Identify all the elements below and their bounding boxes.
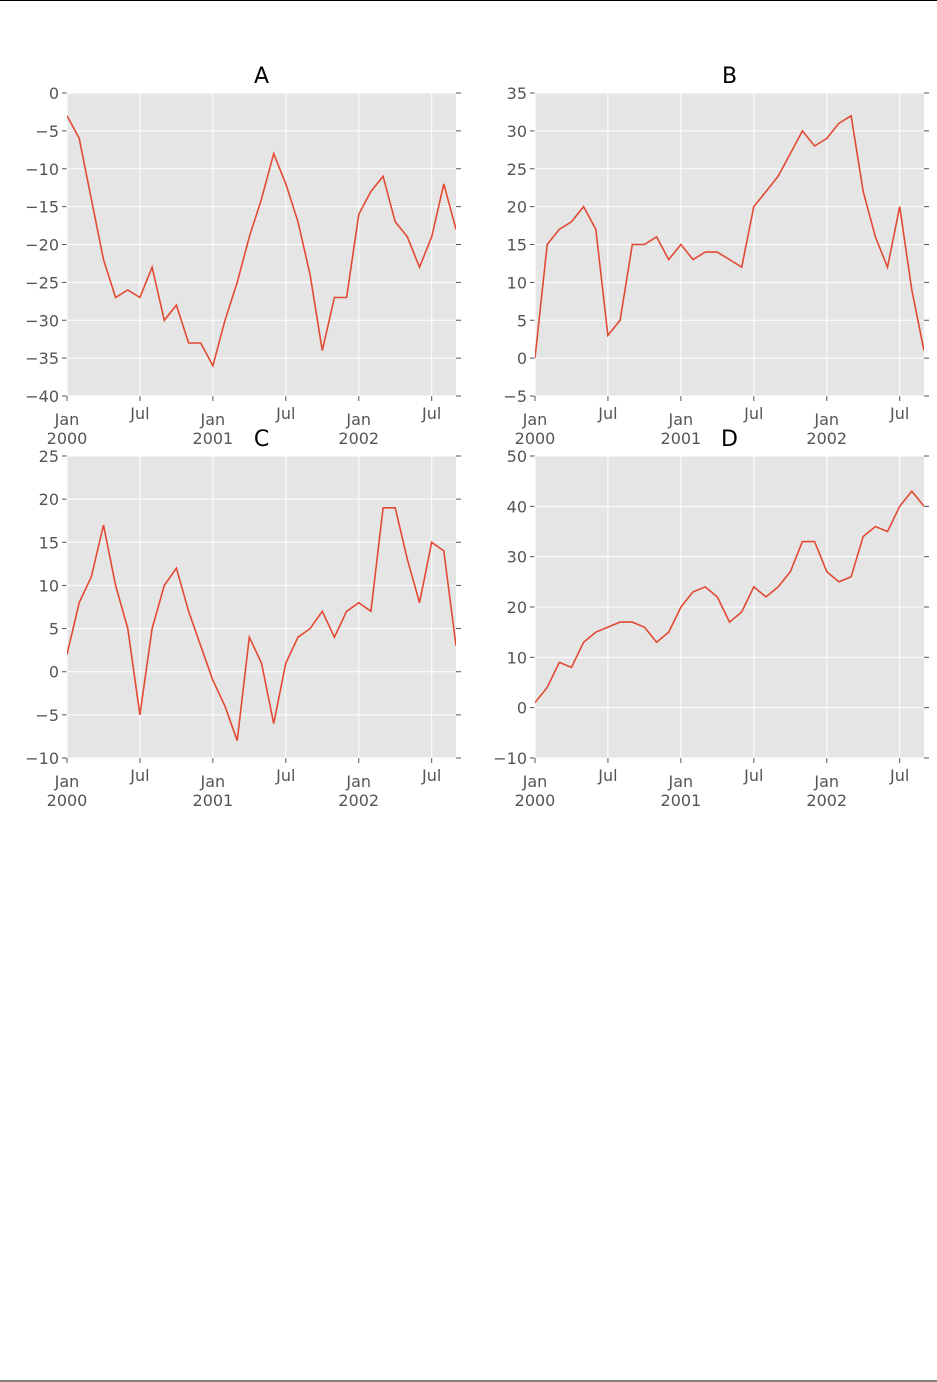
x-tick-label: Jan 2000 [515,772,556,810]
x-tick-label: Jan 2001 [661,772,702,810]
data-line [535,114,924,359]
y-tick-label: −15 [25,198,59,217]
x-tick-label: Jul [275,766,295,785]
y-tick-label: 10 [507,273,527,292]
y-tick-label: −30 [25,311,59,330]
y-tick-label: 25 [39,447,59,466]
y-tick-label: 30 [507,548,527,567]
x-tick-label: Jan 2001 [661,410,702,448]
y-tick-label: 20 [507,198,527,217]
x-tick-label: Jul [129,766,149,785]
y-tick-label: 15 [39,533,59,552]
chart-title: B [722,64,737,89]
y-tick-label: 20 [507,598,527,617]
plot-area [67,115,456,368]
plot-area [535,489,924,704]
y-tick-label: −10 [493,749,527,768]
x-tick-label: Jul [889,404,909,423]
x-tick-label: Jul [597,766,617,785]
y-tick-label: 10 [39,576,59,595]
x-tick-label: Jul [275,404,295,423]
x-tick-label: Jan 2000 [515,410,556,448]
x-tick-label: Jul [889,766,909,785]
x-tick-label: Jul [421,766,441,785]
x-tick-label: Jan 2002 [338,772,379,810]
x-tick-label: Jul [597,404,617,423]
data-line [67,115,456,368]
x-tick-label: Jul [129,404,149,423]
chart-title: D [721,427,738,452]
y-tick-label: 0 [49,84,59,103]
x-tick-label: Jan 2002 [338,410,379,448]
data-line [67,507,456,741]
y-tick-label: −5 [35,706,59,725]
y-tick-label: 50 [507,447,527,466]
y-tick-label: 0 [517,699,527,718]
x-tick-label: Jul [743,766,763,785]
chart-title: A [254,64,269,89]
y-tick-label: −25 [25,273,59,292]
y-tick-label: −20 [25,236,59,255]
x-tick-label: Jan 2000 [47,772,88,810]
chart-title: C [254,427,269,452]
x-tick-label: Jan 2002 [806,410,847,448]
y-tick-label: −5 [35,122,59,141]
y-tick-label: 0 [517,349,527,368]
x-tick-label: Jul [421,404,441,423]
x-tick-label: Jan 2000 [47,410,88,448]
y-tick-label: −35 [25,349,59,368]
y-tick-label: 40 [507,497,527,516]
x-tick-label: Jul [743,404,763,423]
y-tick-label: 5 [49,620,59,639]
y-tick-label: 20 [39,490,59,509]
plot-background [67,456,456,758]
y-tick-label: 35 [507,84,527,103]
y-tick-label: −10 [25,160,59,179]
x-tick-label: Jan 2001 [193,410,234,448]
x-tick-label: Jan 2002 [806,772,847,810]
data-line [535,489,924,704]
y-tick-label: 0 [49,663,59,682]
y-tick-label: 5 [517,311,527,330]
y-tick-label: 30 [507,122,527,141]
plot-area [67,507,456,741]
y-tick-label: 10 [507,648,527,667]
x-tick-label: Jan 2001 [193,772,234,810]
plot-area [535,114,924,359]
y-tick-label: −5 [503,387,527,406]
y-tick-label: −10 [25,749,59,768]
y-tick-label: 15 [507,236,527,255]
y-tick-label: −40 [25,387,59,406]
y-tick-label: 25 [507,160,527,179]
